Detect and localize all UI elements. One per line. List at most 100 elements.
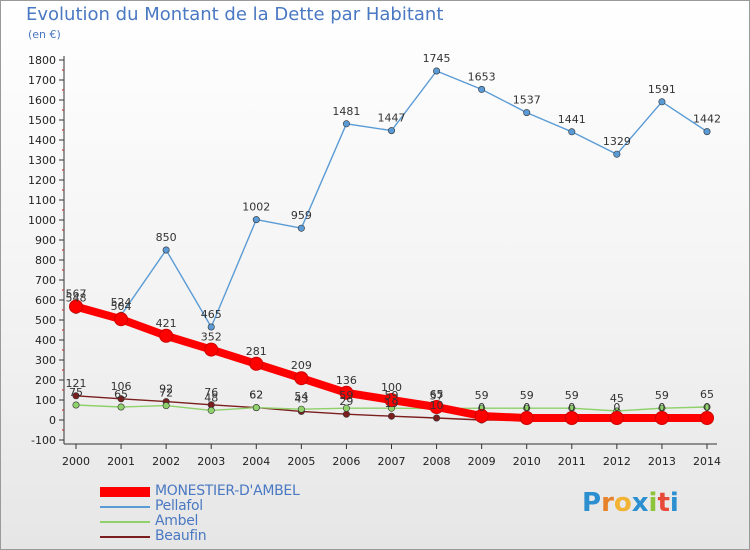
data-label-pellafol: 1653 xyxy=(468,70,496,83)
data-label-ambel: 62 xyxy=(249,389,263,402)
x-tick-label: 2007 xyxy=(378,455,406,468)
x-tick-label: 2013 xyxy=(648,455,676,468)
data-label-ambel: 48 xyxy=(204,391,218,404)
data-label-beaufin: 0 xyxy=(704,401,711,414)
x-tick-label: 2014 xyxy=(693,455,721,468)
brand-logo: Proxiti xyxy=(582,488,679,518)
x-tick-label: 2001 xyxy=(107,455,135,468)
data-label-pellafol: 1591 xyxy=(648,83,676,96)
data-label-beaufin: 0 xyxy=(478,401,485,414)
data-label-beaufin: 0 xyxy=(568,401,575,414)
data-point-pellafol xyxy=(252,216,260,224)
x-tick-label: 2005 xyxy=(287,455,315,468)
y-tick-label: 1600 xyxy=(28,94,56,107)
data-label-monestier: 136 xyxy=(336,374,357,387)
data-label-monestier: 100 xyxy=(381,381,402,394)
data-label-ambel: 54 xyxy=(294,390,308,403)
y-tick-label: 300 xyxy=(35,354,56,367)
legend-swatch-beaufin xyxy=(100,536,150,538)
data-label-monestier: 65 xyxy=(430,388,444,401)
brand-letter: o xyxy=(613,488,632,518)
x-tick-label: 2006 xyxy=(332,455,360,468)
data-label-beaufin: 43 xyxy=(294,392,308,405)
x-tick-label: 2004 xyxy=(242,455,270,468)
data-label-ambel: 59 xyxy=(475,389,489,402)
data-label-beaufin: 19 xyxy=(385,397,399,410)
brand-letter: P xyxy=(582,488,602,518)
data-point-pellafol xyxy=(162,246,170,254)
data-point-pellafol xyxy=(342,120,350,128)
data-label-ambel: 57 xyxy=(430,390,444,403)
data-point-ambel xyxy=(162,402,170,410)
data-point-monestier xyxy=(474,409,489,423)
y-tick-label: 1300 xyxy=(28,154,56,167)
data-point-monestier xyxy=(654,411,669,425)
data-point-pellafol xyxy=(478,85,486,93)
x-tick-label: 2012 xyxy=(603,455,631,468)
data-point-pellafol xyxy=(207,323,215,331)
data-point-pellafol xyxy=(613,150,621,158)
data-point-beaufin xyxy=(342,410,350,418)
data-point-pellafol xyxy=(433,67,441,75)
data-point-ambel xyxy=(72,401,80,409)
legend-swatch-monestier xyxy=(100,487,150,497)
data-label-pellafol: 1002 xyxy=(242,201,270,214)
data-point-monestier xyxy=(519,411,534,425)
legend-label-beaufin: Beaufin xyxy=(155,528,207,544)
chart-subtitle: (en €) xyxy=(28,28,61,41)
y-tick-label: 1500 xyxy=(28,114,56,127)
data-label-ambel: 59 xyxy=(565,389,579,402)
data-point-beaufin xyxy=(433,414,441,422)
data-label-pellafol: 524 xyxy=(111,296,132,309)
x-tick-label: 2003 xyxy=(197,455,225,468)
y-tick-label: 500 xyxy=(35,314,56,327)
data-point-ambel xyxy=(252,404,260,412)
data-point-beaufin xyxy=(72,392,80,400)
data-label-beaufin: 121 xyxy=(66,377,87,390)
data-label-pellafol: 1442 xyxy=(693,113,721,126)
data-label-ambel: 59 xyxy=(385,389,399,402)
data-point-pellafol xyxy=(568,128,576,136)
data-point-beaufin xyxy=(117,395,125,403)
x-tick-label: 2009 xyxy=(468,455,496,468)
y-tick-label: 400 xyxy=(35,334,56,347)
data-label-ambel: 65 xyxy=(114,388,128,401)
data-point-monestier xyxy=(384,393,399,407)
data-label-monestier: 504 xyxy=(111,300,132,313)
data-point-monestier xyxy=(159,328,174,343)
data-point-monestier xyxy=(249,356,264,371)
data-point-pellafol xyxy=(523,109,531,117)
y-tick-label: 600 xyxy=(35,294,56,307)
data-point-monestier xyxy=(564,411,579,425)
data-label-monestier: 281 xyxy=(246,345,267,358)
y-tick-label: 1100 xyxy=(28,194,56,207)
data-label-beaufin: 92 xyxy=(159,383,173,396)
x-tick-label: 2010 xyxy=(513,455,541,468)
chart-title: Evolution du Montant de la Dette par Hab… xyxy=(26,4,444,25)
data-point-pellafol xyxy=(658,98,666,106)
y-tick-label: 1800 xyxy=(28,54,56,67)
series-line-pellafol xyxy=(75,70,708,328)
y-tick-label: 1000 xyxy=(28,214,56,227)
data-label-ambel: 59 xyxy=(339,389,353,402)
data-point-monestier xyxy=(204,342,219,357)
data-label-pellafol: 1537 xyxy=(513,94,541,107)
data-label-pellafol: 959 xyxy=(291,209,312,222)
data-label-beaufin: 29 xyxy=(339,395,353,408)
data-label-ambel: 65 xyxy=(700,388,714,401)
data-label-monestier: 421 xyxy=(156,317,177,330)
data-point-pellafol xyxy=(387,127,395,135)
legend-label-monestier: MONESTIER-D'AMBEL xyxy=(155,483,300,499)
data-point-ambel xyxy=(342,404,350,412)
data-label-ambel: 45 xyxy=(610,392,624,405)
y-tick-label: 0 xyxy=(49,414,56,427)
data-point-monestier xyxy=(114,312,129,327)
data-point-monestier xyxy=(69,299,83,314)
x-tick-label: 2011 xyxy=(558,455,586,468)
data-label-beaufin: 62 xyxy=(249,389,263,402)
data-point-ambel xyxy=(703,403,711,411)
brand-letter: x xyxy=(631,488,649,518)
data-label-pellafol: 465 xyxy=(201,308,222,321)
data-point-monestier xyxy=(609,411,624,425)
data-label-beaufin: 76 xyxy=(204,386,218,399)
